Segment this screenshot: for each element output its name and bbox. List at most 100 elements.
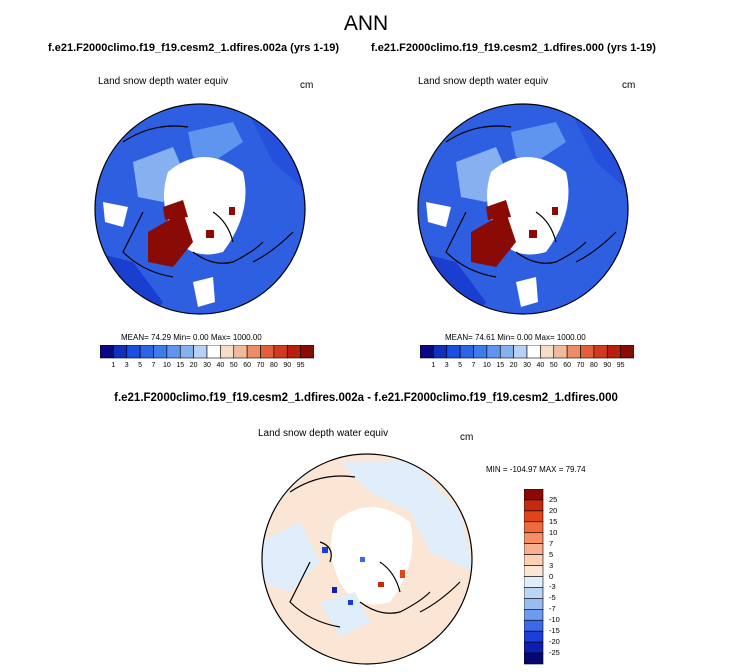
- colorbar-tick-label: 3: [444, 362, 449, 369]
- case-title-a: f.e21.F2000climo.f19_f19.cesm2_1.dfires.…: [48, 42, 340, 54]
- variable-label-a: Land snow depth water equiv: [98, 76, 229, 87]
- colorbar-swatch: [166, 345, 181, 359]
- colorbar-swatch: [524, 587, 544, 599]
- colorbar-swatch: [524, 543, 544, 555]
- colorbar-swatch: [246, 345, 261, 359]
- colorbar-tick-label: 50: [549, 362, 558, 369]
- colorbar-swatch: [606, 345, 621, 359]
- polar-map-difference: [261, 453, 473, 665]
- colorbar-swatch: [233, 345, 248, 359]
- colorbar-swatch: [524, 641, 544, 654]
- colorbar-tick-label: 10: [162, 362, 171, 369]
- page-title: ANN: [343, 12, 389, 35]
- stats-a: MEAN= 74.29 Min= 0.00 Max= 1000.00: [121, 333, 262, 342]
- colorbar-swatch: [524, 521, 544, 534]
- colorbar-tick-label: 80: [269, 362, 278, 369]
- colorbar-tick-label: 20: [189, 362, 198, 369]
- colorbar-swatch: [220, 345, 235, 359]
- colorbar-difference: [524, 489, 544, 665]
- colorbar-swatch: [113, 345, 128, 359]
- colorbar-swatch: [553, 345, 568, 359]
- colorbar-tick-label: 10: [482, 362, 491, 369]
- colorbar-swatch: [580, 345, 595, 359]
- colorbar-swatch: [620, 345, 634, 359]
- colorbar-swatch: [524, 652, 544, 665]
- colorbar-swatch: [526, 345, 541, 359]
- colorbar-tick-label: 5: [549, 549, 554, 559]
- colorbar-tick-label: 95: [296, 362, 305, 369]
- colorbar-swatch: [459, 345, 474, 359]
- colorbar-swatch: [433, 345, 448, 359]
- stats-b: MEAN= 74.61 Min= 0.00 Max= 1000.00: [445, 333, 586, 342]
- colorbar-tick-label: 90: [603, 362, 612, 369]
- colorbar-swatch: [524, 532, 544, 544]
- colorbar-tick-label: 20: [549, 505, 558, 515]
- colorbar-tick-label: 15: [549, 516, 558, 526]
- colorbar-tick-label: 60: [243, 362, 252, 369]
- colorbar-tick-label: -15: [549, 626, 560, 636]
- colorbar-swatch: [524, 630, 544, 643]
- colorbar-tick-label: 40: [536, 362, 545, 369]
- colorbar-tick-label: 50: [229, 362, 238, 369]
- colorbar-tick-label: 7: [549, 538, 554, 548]
- colorbar-swatch: [524, 598, 544, 610]
- colorbar-tick-label: 15: [176, 362, 185, 369]
- colorbar-tick-label: 20: [509, 362, 518, 369]
- colorbar-tick-label: -7: [549, 604, 556, 614]
- colorbar-tick-label: -3: [549, 582, 556, 592]
- colorbar-swatch: [153, 345, 168, 359]
- colorbar-swatch: [524, 554, 544, 566]
- colorbar-swatch: [126, 345, 141, 359]
- colorbar-swatch: [486, 345, 501, 359]
- colorbar-tick-label: -10: [549, 615, 560, 625]
- colorbar-tick-label: -5: [549, 593, 556, 603]
- colorbar-swatch: [446, 345, 461, 359]
- colorbar-tick-label: 70: [576, 362, 585, 369]
- colorbar-tick-label: 3: [124, 362, 129, 369]
- units-label-diff: cm: [460, 432, 474, 443]
- case-title-b: f.e21.F2000climo.f19_f19.cesm2_1.dfires.…: [371, 42, 656, 54]
- colorbar-swatch: [473, 345, 488, 359]
- colorbar-tick-label: 10: [549, 527, 558, 537]
- units-label-a: cm: [300, 80, 314, 91]
- colorbar-tick-label: -25: [549, 648, 560, 658]
- difference-title: f.e21.F2000climo.f19_f19.cesm2_1.dfires.…: [114, 392, 618, 404]
- colorbar-tick-label: 5: [138, 362, 143, 369]
- colorbar-b: [420, 345, 634, 359]
- colorbar-swatch: [193, 345, 208, 359]
- colorbar-swatch: [524, 565, 544, 577]
- colorbar-swatch: [100, 345, 114, 359]
- colorbar-tick-label: 95: [616, 362, 625, 369]
- colorbar-tick-label: 3: [549, 560, 554, 570]
- colorbar-swatch: [286, 345, 301, 359]
- colorbar-tick-label: 60: [563, 362, 572, 369]
- colorbar-swatch: [524, 619, 544, 632]
- units-label-b: cm: [622, 80, 636, 91]
- colorbar-swatch: [524, 609, 544, 621]
- colorbar-swatch: [420, 345, 434, 359]
- colorbar-swatch: [273, 345, 288, 359]
- colorbar-swatch: [179, 345, 194, 359]
- colorbar-swatch: [499, 345, 514, 359]
- colorbar-swatch: [524, 576, 544, 588]
- colorbar-tick-label: 7: [471, 362, 476, 369]
- polar-map-a: [94, 103, 306, 315]
- colorbar-swatch: [300, 345, 314, 359]
- colorbar-tick-label: 90: [283, 362, 292, 369]
- colorbar-swatch: [593, 345, 608, 359]
- colorbar-swatch: [260, 345, 275, 359]
- colorbar-swatch: [513, 345, 528, 359]
- colorbar-swatch: [524, 489, 544, 501]
- polar-map-b: [417, 103, 629, 315]
- colorbar-tick-label: 40: [216, 362, 225, 369]
- colorbar-swatch: [566, 345, 581, 359]
- colorbar-tick-label: 30: [523, 362, 531, 369]
- variable-label-b: Land snow depth water equiv: [418, 76, 549, 87]
- colorbar-tick-label: 1: [431, 362, 436, 369]
- colorbar-tick-label: 25: [549, 494, 558, 504]
- colorbar-tick-label: 80: [589, 362, 598, 369]
- colorbar-swatch: [139, 345, 154, 359]
- colorbar-tick-label: -20: [549, 637, 560, 647]
- colorbar-swatch: [540, 345, 555, 359]
- colorbar-tick-label: 1: [111, 362, 116, 369]
